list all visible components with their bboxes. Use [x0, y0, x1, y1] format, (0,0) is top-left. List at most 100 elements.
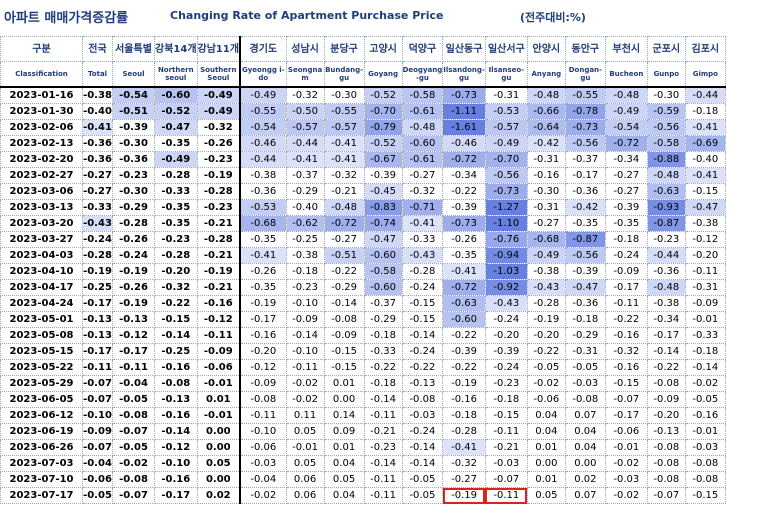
table-cell: -0.12: [239, 359, 287, 376]
table-cell: -0.23: [484, 375, 528, 392]
table-cell: -0.50: [285, 103, 325, 120]
table-cell: -0.14: [323, 295, 365, 312]
table-cell: -0.20: [239, 343, 287, 360]
table-cell: -0.21: [363, 423, 403, 440]
table-cell: -1.61: [442, 119, 486, 136]
table-cell: -0.23: [363, 439, 403, 456]
table-cell: -0.10: [154, 455, 198, 472]
table-cell: -0.19: [526, 311, 566, 328]
table-cell: -0.39: [112, 119, 155, 136]
table-cell: -0.58: [401, 86, 444, 104]
table-cell: -0.13: [112, 311, 155, 328]
table-row: 2023-05-22 -0.11 -0.11 -0.16 -0.06 -0.12 -0.11…: [0, 359, 726, 376]
table-cell: -0.15: [604, 375, 648, 392]
table-cell: -0.22: [604, 311, 648, 328]
table-cell: -0.45: [363, 183, 403, 200]
table-cell: -0.09: [196, 343, 242, 360]
table-cell: -0.42: [526, 135, 566, 152]
table-cell: -0.05: [82, 487, 113, 504]
table-cell: -0.02: [684, 375, 726, 392]
table-cell: -0.11: [363, 471, 403, 488]
table-cell: -0.20: [526, 327, 566, 344]
table-cell: -0.09: [82, 423, 113, 440]
table-cell: -0.16: [154, 407, 198, 424]
table-cell: -0.28: [196, 231, 242, 248]
table-cell: 0.06: [285, 471, 325, 488]
table-cell: -0.05: [526, 359, 566, 376]
row-date: 2023-05-22: [0, 359, 83, 376]
row-date: 2023-06-19: [0, 423, 83, 440]
table-cell: 0.07: [564, 487, 606, 504]
table-cell: -0.14: [401, 439, 444, 456]
table-cell: -0.06: [604, 423, 648, 440]
table-cell: -0.17: [646, 327, 686, 344]
table-cell: -0.35: [154, 199, 198, 216]
table-cell: -0.55: [564, 86, 606, 104]
table-cell: -0.83: [363, 199, 403, 216]
table-row: 2023-02-27 -0.27 -0.23 -0.28 -0.19 -0.38 -0.37…: [0, 167, 726, 184]
table-cell: -0.22: [442, 327, 486, 344]
table-cell: -0.63: [646, 183, 686, 200]
table-cell: -0.11: [484, 487, 528, 504]
table-cell: -0.14: [363, 455, 403, 472]
table-cell: -0.11: [196, 327, 242, 344]
table-cell: 0.04: [564, 439, 606, 456]
table-cell: -0.17: [154, 487, 198, 504]
table-cell: -0.61: [401, 103, 444, 120]
table-cell: -0.11: [239, 407, 287, 424]
table-cell: -0.08: [684, 471, 726, 488]
table-cell: -0.24: [484, 359, 528, 376]
table-cell: -0.32: [154, 279, 198, 296]
row-date: 2023-02-13: [0, 135, 83, 152]
table-cell: -0.06: [196, 359, 242, 376]
table-cell: -0.39: [484, 343, 528, 360]
table-cell: -0.02: [239, 487, 287, 504]
table-cell: -0.92: [484, 279, 528, 296]
table-cell: -0.15: [154, 311, 198, 328]
table-cell: -0.26: [239, 263, 287, 280]
table-cell: -0.40: [82, 103, 113, 120]
column-header-3: 강북14개: [154, 36, 198, 62]
table-cell: -0.39: [363, 167, 403, 184]
table-cell: -0.16: [442, 391, 486, 408]
table-cell: -0.17: [604, 407, 648, 424]
table-cell: -0.49: [526, 247, 566, 264]
table-cell: -0.67: [363, 151, 403, 168]
table-cell: -0.08: [323, 311, 365, 328]
table-cell: -0.15: [484, 407, 528, 424]
table-cell: -0.76: [484, 231, 528, 248]
row-date: 2023-02-27: [0, 167, 83, 184]
table-cell: -0.30: [323, 86, 365, 104]
table-cell: -0.49: [239, 86, 287, 104]
table-cell: -0.10: [285, 343, 325, 360]
table-cell: -0.19: [82, 263, 113, 280]
table-cell: -0.42: [564, 199, 606, 216]
table-cell: -0.47: [363, 231, 403, 248]
table-cell: -0.25: [154, 343, 198, 360]
table-cell: -0.16: [196, 295, 242, 312]
table-cell: -0.39: [604, 199, 648, 216]
table-cell: -0.55: [239, 103, 287, 120]
row-date: 2023-03-06: [0, 183, 83, 200]
table-cell: -0.26: [112, 231, 155, 248]
table-cell: 0.00: [196, 423, 242, 440]
table-cell: -0.14: [154, 423, 198, 440]
column-subheader-8: Goyang: [363, 61, 403, 88]
table-cell: -0.49: [196, 103, 242, 120]
table-cell: -0.22: [442, 359, 486, 376]
table-cell: -0.48: [323, 199, 365, 216]
table-row: 2023-06-12 -0.10 -0.08 -0.16 -0.01 -0.11 0.11 0…: [0, 407, 726, 424]
table-cell: -0.23: [646, 231, 686, 248]
table-cell: -0.60: [363, 247, 403, 264]
table-cell: -0.32: [196, 119, 242, 136]
table-cell: -0.09: [285, 311, 325, 328]
table-row: 2023-05-08 -0.13 -0.12 -0.14 -0.11 -0.16 -0.14…: [0, 327, 726, 344]
table-cell: -0.35: [604, 215, 648, 232]
table-cell: -0.06: [239, 439, 287, 456]
table-cell: -0.32: [401, 183, 444, 200]
table-row: 2023-02-06 -0.41 -0.39 -0.47 -0.32 -0.54 -0.57…: [0, 119, 726, 136]
table-cell: -0.14: [646, 343, 686, 360]
table-cell: -0.41: [442, 263, 486, 280]
table-row: 2023-01-16 -0.38 -0.54 -0.60 -0.49 -0.49 -0.32…: [0, 86, 726, 104]
table-cell: 0.04: [323, 487, 365, 504]
